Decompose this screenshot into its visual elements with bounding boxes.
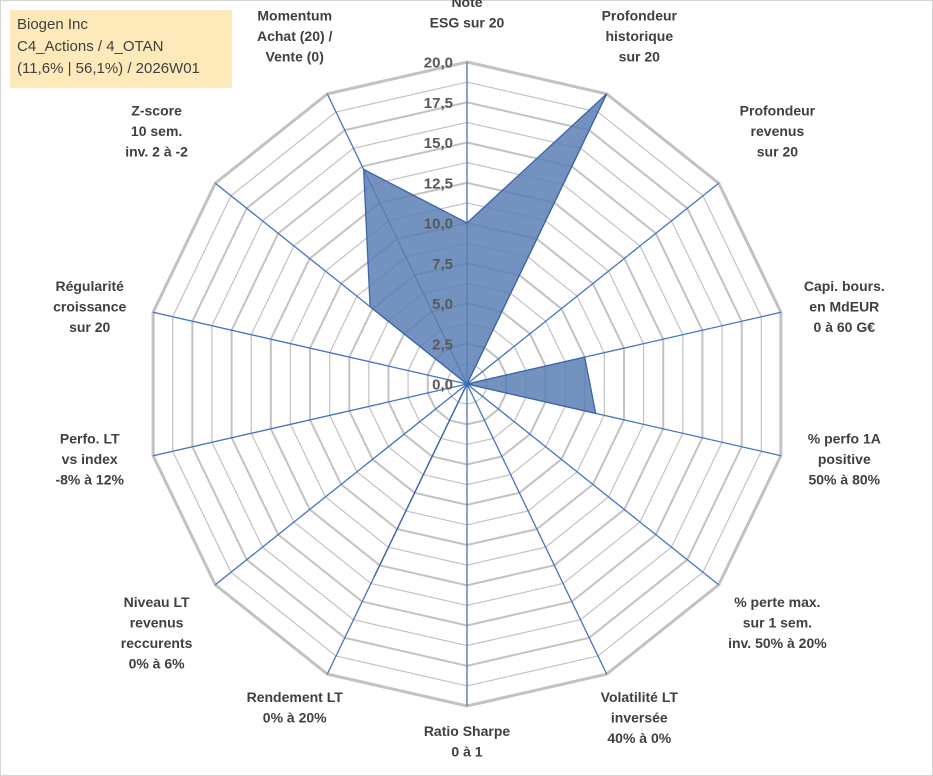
axis-label-line: 0 à 1	[451, 744, 482, 760]
axis-label-line: % perfo 1A	[808, 430, 881, 446]
axis-label: Volatilité LT inversée 40% à 0%	[601, 689, 679, 746]
axis-label-line: sur 20	[69, 319, 110, 335]
series-area	[362, 93, 608, 578]
axis-label-line: Profondeur	[740, 102, 816, 118]
tick-label: 17,5	[424, 95, 453, 112]
category-label: C4_Actions / 4_OTAN	[17, 38, 164, 55]
axis-label-line: 50% à 80%	[808, 471, 880, 487]
axis-label-line: Note	[451, 0, 482, 10]
axis-label-line: Vente (0)	[266, 48, 324, 64]
axis-spoke	[152, 311, 468, 385]
axis-label-line: Volatilité LT	[601, 689, 679, 705]
radar-series	[362, 93, 608, 578]
axis-label-line: en MdEUR	[809, 299, 879, 315]
company-name: Biogen Inc	[17, 16, 88, 33]
axis-label: Niveau LT revenus reccurents 0% à 6%	[121, 594, 193, 672]
axis-label-line: Z-score	[131, 102, 182, 118]
stats-label: (11,6% | 56,1%) / 2026W01	[17, 60, 200, 77]
radial-axis-ticks: 0,0 2,5 5,0 7,5 10,0 12,5 15,0 17,5 20,0	[424, 55, 453, 394]
axis-label-line: 40% à 0%	[607, 730, 671, 746]
axis-label-line: % perte max.	[734, 594, 820, 610]
axis-label-line: vs index	[62, 451, 118, 467]
tick-label: 15,0	[424, 135, 453, 152]
axis-label-line: inv. 2 à -2	[125, 143, 188, 159]
axis-label-line: reccurents	[121, 635, 193, 651]
axis-label: Momentum Achat (20) / Vente (0)	[257, 7, 333, 64]
tick-label: 0,0	[432, 377, 453, 394]
axis-label-line: historique	[605, 28, 673, 44]
tick-label: 2,5	[432, 336, 453, 353]
axis-label-line: Niveau LT	[124, 594, 190, 610]
axis-label-line: inversée	[611, 710, 668, 726]
axis-spoke	[214, 383, 468, 586]
tick-label: 12,5	[424, 175, 453, 192]
axis-label-line: 10 sem.	[131, 123, 182, 139]
axis-label: Profondeur revenus sur 20	[740, 102, 816, 159]
axis-label-line: revenus	[751, 123, 805, 139]
axis-spoke	[466, 182, 720, 385]
axis-label-line: Perfo. LT	[60, 430, 120, 446]
axis-label: Perfo. LT vs index -8% à 12%	[55, 430, 124, 487]
tick-label: 7,5	[432, 256, 453, 273]
axis-label-line: 0% à 20%	[263, 710, 327, 726]
info-box: Biogen Inc C4_Actions / 4_OTAN (11,6% | …	[10, 10, 232, 88]
axis-label-line: Achat (20) /	[257, 28, 333, 44]
axis-label: Rendement LT 0% à 20%	[247, 689, 344, 726]
axis-label: % perfo 1A positive 50% à 80%	[808, 430, 881, 487]
axis-label: Profondeur historique sur 20	[602, 7, 678, 64]
axis-label: % perte max. sur 1 sem. inv. 50% à 20%	[728, 594, 827, 651]
axis-label-line: sur 1 sem.	[743, 615, 812, 631]
axis-label-line: Capi. bours.	[804, 278, 885, 294]
axis-label-line: Momentum	[257, 7, 332, 23]
axis-label: Régularité croissance sur 20	[53, 278, 126, 335]
axis-label-line: sur 20	[619, 48, 660, 64]
axis-label-line: revenus	[130, 615, 184, 631]
axis-label-line: Régularité	[55, 278, 124, 294]
axis-label-line: 0 à 60 G€	[814, 319, 876, 335]
tick-label: 5,0	[432, 296, 453, 313]
axis-label-line: sur 20	[757, 143, 798, 159]
axis-label-line: Rendement LT	[247, 689, 344, 705]
axis-label-line: Profondeur	[602, 7, 678, 23]
axis-label: Z-score 10 sem. inv. 2 à -2	[125, 102, 188, 159]
axis-spoke	[466, 383, 720, 586]
axis-spoke	[466, 383, 608, 675]
radar-grid	[151, 60, 783, 708]
axis-label-line: croissance	[53, 299, 126, 315]
tick-label: 20,0	[424, 55, 453, 72]
category-labels: Note ESG sur 20 Profondeur historique sur 20…	[53, 0, 885, 760]
axis-label-line: Ratio Sharpe	[424, 723, 511, 739]
tick-label: 10,0	[424, 216, 453, 233]
axis-label-line: 0% à 6%	[129, 656, 186, 672]
axis-label: Ratio Sharpe 0 à 1	[424, 723, 511, 760]
axis-label-line: -8% à 12%	[55, 471, 124, 487]
axis-label-line: ESG sur 20	[430, 15, 505, 31]
axis-spoke	[152, 383, 468, 457]
axis-label-line: inv. 50% à 20%	[728, 635, 827, 651]
axis-label: Capi. bours. en MdEUR 0 à 60 G€	[804, 278, 885, 335]
axis-label-line: positive	[818, 451, 871, 467]
axis-label: Note ESG sur 20	[430, 0, 505, 31]
